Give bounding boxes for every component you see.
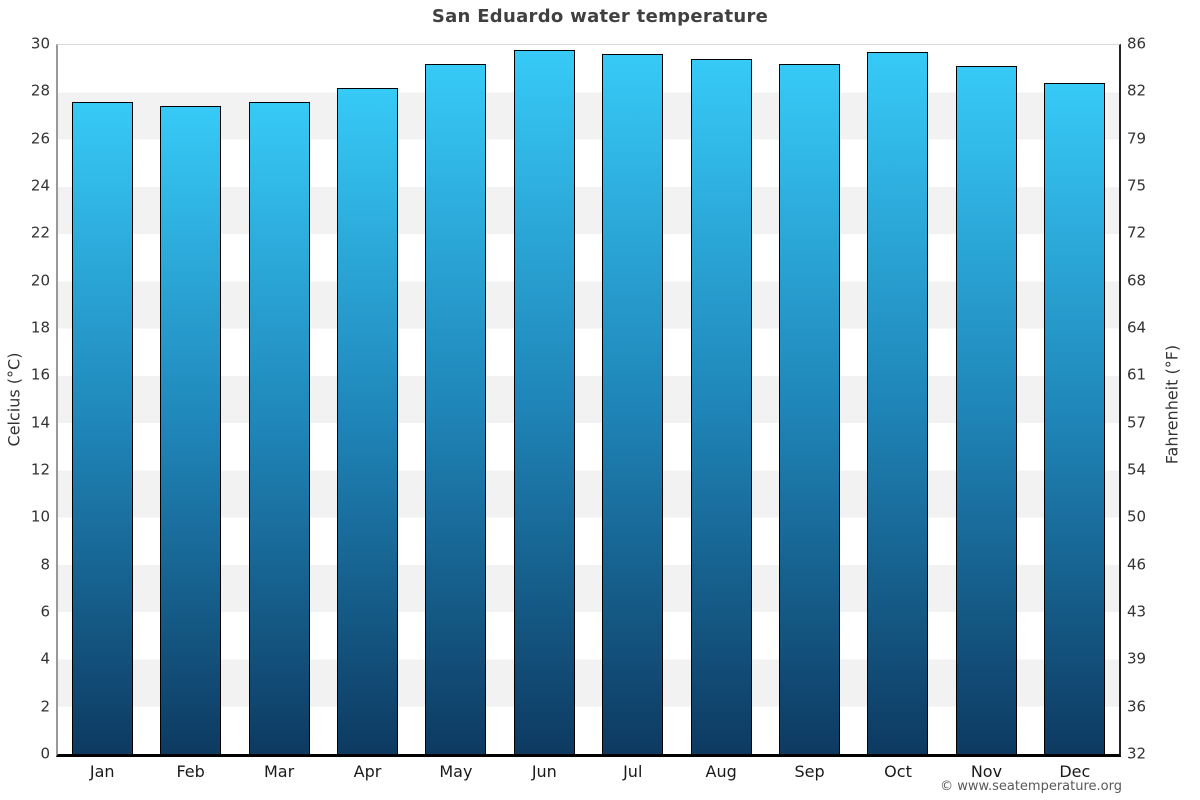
fahrenheit-tick-label: 61 — [1127, 365, 1147, 384]
month-label: Sep — [794, 762, 825, 781]
celsius-tick-label: 18 — [30, 318, 50, 337]
fahrenheit-tick-label: 82 — [1127, 81, 1147, 100]
temperature-bar-feb — [160, 106, 222, 754]
bars — [58, 45, 1119, 754]
month-axis-labels: Jan Feb Mar Apr May Jun Jul Aug Sep Oct Nov Dec — [58, 762, 1119, 781]
fahrenheit-tick-label: 36 — [1127, 697, 1147, 716]
temperature-bar-jul — [602, 54, 664, 754]
celsius-tick-label: 22 — [30, 223, 50, 242]
temperature-bar-sep — [778, 63, 840, 754]
month-label: May — [439, 762, 473, 781]
temperature-bar-apr — [336, 87, 398, 754]
month-label: Jan — [89, 762, 115, 781]
month-label: Jul — [623, 762, 643, 781]
celsius-tick-label: 4 — [40, 649, 50, 668]
celsius-tick-label: 0 — [40, 744, 50, 763]
fahrenheit-tick-label: 75 — [1127, 176, 1147, 195]
fahrenheit-tick-label: 39 — [1127, 649, 1147, 668]
fahrenheit-tick-label: 64 — [1127, 318, 1147, 337]
month-label: Jun — [531, 762, 557, 781]
temperature-bar-oct — [867, 52, 929, 754]
month-label: Aug — [705, 762, 737, 781]
temperature-bar-mar — [248, 101, 310, 754]
fahrenheit-tick-label: 54 — [1127, 460, 1147, 479]
temperature-bar-dec — [1044, 82, 1106, 754]
month-label: Oct — [884, 762, 912, 781]
fahrenheit-tick-label: 86 — [1127, 34, 1147, 53]
fahrenheit-tick-labels: 32 36 39 43 46 50 54 57 61 64 68 72 75 79 82 86 — [1127, 36, 1177, 761]
celsius-tick-label: 10 — [30, 507, 50, 526]
month-label: Apr — [353, 762, 382, 781]
fahrenheit-tick-label: 32 — [1127, 744, 1147, 763]
fahrenheit-tick-label: 72 — [1127, 223, 1147, 242]
celsius-tick-labels: 0 2 4 6 8 10 12 14 16 18 20 22 24 26 28 30 — [0, 36, 50, 761]
watermark: © www.seatemperature.org — [940, 779, 1122, 794]
celsius-tick-label: 20 — [30, 271, 50, 290]
celsius-tick-label: 12 — [30, 460, 50, 479]
temperature-bar-may — [425, 63, 487, 754]
temperature-bar-nov — [955, 66, 1017, 754]
month-label: Dec — [1059, 762, 1091, 781]
temperature-bar-jan — [71, 101, 133, 754]
fahrenheit-tick-label: 57 — [1127, 413, 1147, 432]
chart-title: San Eduardo water temperature — [431, 6, 769, 27]
celsius-tick-label: 14 — [30, 413, 50, 432]
fahrenheit-tick-label: 68 — [1127, 271, 1147, 290]
celsius-tick-label: 2 — [40, 697, 50, 716]
celsius-tick-label: 28 — [30, 81, 50, 100]
plot-area — [56, 44, 1121, 757]
month-label: Feb — [176, 762, 205, 781]
celsius-tick-label: 30 — [30, 34, 50, 53]
celsius-tick-label: 8 — [40, 555, 50, 574]
temperature-bar-aug — [690, 59, 752, 754]
temperature-bar-jun — [513, 49, 575, 754]
celsius-tick-label: 24 — [30, 176, 50, 195]
celsius-tick-label: 26 — [30, 129, 50, 148]
celsius-tick-label: 16 — [30, 365, 50, 384]
fahrenheit-tick-label: 50 — [1127, 507, 1147, 526]
fahrenheit-tick-label: 43 — [1127, 602, 1147, 621]
celsius-tick-label: 6 — [40, 602, 50, 621]
month-label: Nov — [970, 762, 1003, 781]
fahrenheit-tick-label: 46 — [1127, 555, 1147, 574]
fahrenheit-tick-label: 79 — [1127, 129, 1147, 148]
month-label: Mar — [263, 762, 295, 781]
